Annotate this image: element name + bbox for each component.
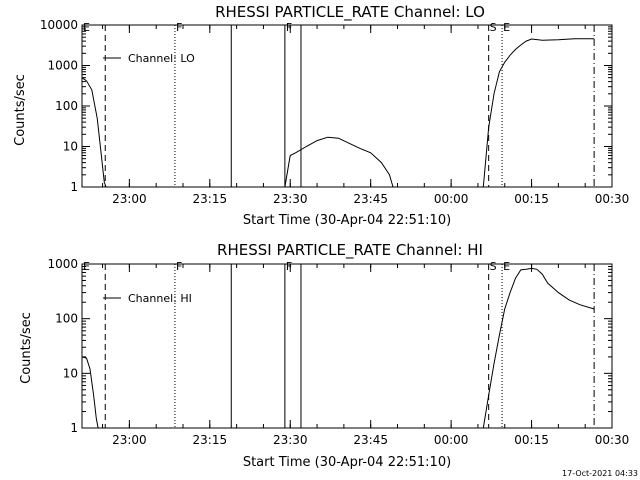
x-tick-label: 00:00 bbox=[434, 192, 469, 206]
x-tick-label: 00:00 bbox=[434, 433, 469, 447]
y-axis-label: Counts/sec bbox=[19, 312, 34, 384]
legend-label: Channel: HI bbox=[128, 292, 192, 305]
x-axis-label: Start Time (30-Apr-04 22:51:10) bbox=[243, 213, 451, 228]
y-tick-label: 10 bbox=[63, 366, 78, 380]
x-tick-label: 23:00 bbox=[112, 433, 147, 447]
x-tick-label: 00:30 bbox=[595, 192, 630, 206]
x-tick-label: 00:15 bbox=[514, 433, 549, 447]
marker-label: E bbox=[83, 260, 90, 273]
series-line bbox=[482, 38, 595, 188]
x-tick-label: 23:15 bbox=[193, 192, 228, 206]
y-tick-label: 1 bbox=[70, 421, 78, 435]
plot-frame bbox=[81, 263, 613, 429]
y-tick-label: 100 bbox=[55, 99, 78, 113]
chart-panel-hi: RHESSI PARTICLE_RATE Channel: HI Start T… bbox=[19, 241, 629, 470]
marker-label: F bbox=[176, 21, 182, 34]
x-tick-label: 23:15 bbox=[193, 433, 228, 447]
marker-label: S bbox=[490, 21, 497, 34]
y-tick-label: 1000 bbox=[47, 59, 78, 73]
chart-title: RHESSI PARTICLE_RATE Channel: LO bbox=[215, 3, 485, 22]
y-tick-label: 10 bbox=[63, 140, 78, 154]
footer-timestamp: 17-Oct-2021 04:33 bbox=[562, 469, 638, 478]
series-line bbox=[81, 356, 99, 429]
x-tick-label: 23:45 bbox=[353, 192, 388, 206]
x-tick-label: 23:45 bbox=[353, 433, 388, 447]
x-tick-label: 00:30 bbox=[595, 433, 630, 447]
x-tick-label: 00:15 bbox=[514, 192, 549, 206]
x-tick-label: 23:00 bbox=[112, 192, 147, 206]
x-axis-label: Start Time (30-Apr-04 22:51:10) bbox=[243, 455, 451, 470]
chart-panel-lo: RHESSI PARTICLE_RATE Channel: LO Start T… bbox=[13, 3, 629, 228]
series-line bbox=[284, 136, 394, 188]
marker-label: E bbox=[503, 21, 510, 34]
series-line bbox=[81, 77, 107, 188]
marker-label: F bbox=[286, 21, 292, 34]
y-tick-label: 100 bbox=[55, 312, 78, 326]
legend-label: Channel: LO bbox=[128, 52, 195, 65]
marker-label: E bbox=[83, 21, 90, 34]
y-tick-label: 1 bbox=[70, 180, 78, 194]
chart-title: RHESSI PARTICLE_RATE Channel: HI bbox=[217, 241, 483, 260]
marker-label: F bbox=[286, 260, 292, 273]
x-tick-label: 23:30 bbox=[273, 192, 308, 206]
series-line bbox=[482, 267, 595, 429]
y-tick-label: 10000 bbox=[40, 18, 78, 32]
y-axis-label: Counts/sec bbox=[13, 74, 28, 146]
x-tick-label: 23:30 bbox=[273, 433, 308, 447]
marker-label: E bbox=[503, 260, 510, 273]
marker-label: F bbox=[176, 260, 182, 273]
y-tick-label: 1000 bbox=[47, 257, 78, 271]
marker-label: S bbox=[490, 260, 497, 273]
plot-frame bbox=[81, 24, 613, 188]
